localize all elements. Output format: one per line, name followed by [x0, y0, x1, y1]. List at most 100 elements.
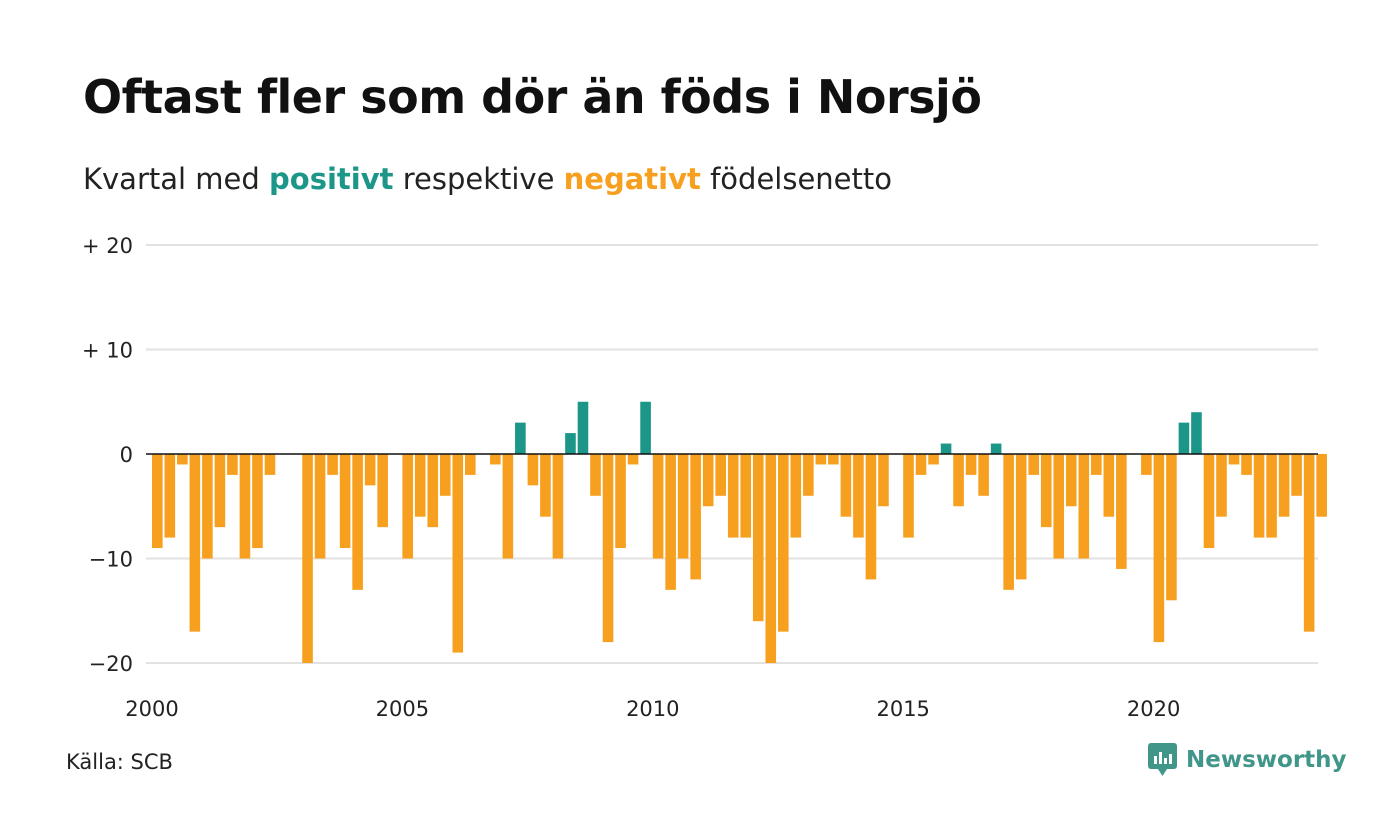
bar [965, 454, 977, 475]
bar [1241, 454, 1252, 475]
bar [740, 454, 752, 538]
bar [1015, 454, 1027, 580]
bar [452, 454, 464, 653]
bar [590, 454, 601, 496]
bar [828, 454, 839, 465]
bar [640, 401, 651, 454]
bar [790, 454, 802, 538]
chart-title: Oftast fler som dör än föds i Norsjö [83, 70, 982, 124]
bar [1266, 454, 1277, 538]
bar [214, 454, 226, 528]
bar [1166, 454, 1177, 601]
subtitle-prefix: Kvartal med [83, 162, 270, 196]
bar [1303, 454, 1315, 632]
bar [339, 454, 351, 549]
bar [352, 454, 363, 590]
bar [1078, 454, 1090, 559]
bar [152, 454, 163, 549]
bar [1040, 454, 1052, 528]
bar [1091, 454, 1102, 475]
bar [652, 454, 664, 559]
bar [540, 454, 551, 517]
bar [803, 454, 814, 496]
bar [1191, 412, 1202, 454]
bar [565, 433, 576, 454]
bar [1178, 422, 1190, 454]
bar [665, 454, 676, 590]
bar [752, 454, 764, 622]
bar [715, 454, 726, 496]
bar [465, 454, 476, 475]
bar [940, 443, 952, 454]
bar [327, 454, 338, 475]
bar [189, 454, 201, 632]
bar [402, 454, 413, 559]
bar [677, 454, 689, 559]
bar [502, 454, 514, 559]
bar [953, 454, 964, 507]
bar [865, 454, 877, 580]
bar [1116, 454, 1127, 569]
bar [1028, 454, 1039, 475]
bar [1141, 454, 1152, 475]
bar [1216, 454, 1227, 517]
bar [227, 454, 238, 475]
bar [853, 454, 864, 538]
x-tick-label: 2015 [876, 697, 929, 721]
bar [527, 454, 539, 486]
brand-name: Newsworthy [1186, 747, 1347, 773]
bar [314, 454, 326, 559]
bar [202, 454, 213, 559]
bar [840, 454, 852, 517]
bar [1291, 454, 1302, 496]
bar [602, 454, 614, 643]
y-tick-label: −20 [89, 652, 133, 676]
bar [177, 454, 188, 465]
bar [427, 454, 439, 528]
bar [928, 454, 939, 465]
bar [1316, 454, 1327, 517]
y-tick-label: 0 [120, 443, 133, 467]
x-tick-label: 2010 [626, 697, 679, 721]
bar [903, 454, 914, 538]
x-tick-label: 2020 [1127, 697, 1180, 721]
chart-subtitle: Kvartal med positivt respektive negativt… [83, 162, 892, 196]
bar [878, 454, 889, 507]
bar [1103, 454, 1115, 517]
bar [1053, 454, 1065, 559]
y-tick-label: −10 [89, 548, 133, 572]
subtitle-positive-word: positivt [269, 162, 394, 196]
bar [239, 454, 251, 559]
bar [1065, 454, 1077, 507]
bar [515, 422, 526, 454]
bar [364, 454, 376, 486]
bar [552, 454, 564, 559]
brand-logo: Newsworthy [1148, 743, 1347, 777]
y-tick-label: + 20 [82, 234, 133, 258]
bar [627, 454, 639, 465]
bar [264, 454, 276, 475]
x-tick-label: 2000 [125, 697, 178, 721]
bar [1203, 454, 1215, 549]
bar [978, 454, 989, 496]
bar [1228, 454, 1240, 465]
source-note: Källa: SCB [66, 750, 173, 774]
bar [778, 454, 789, 632]
bar [252, 454, 263, 549]
bar [577, 401, 589, 454]
bar [377, 454, 388, 528]
bar [615, 454, 626, 549]
bar [702, 454, 714, 507]
bar [765, 454, 777, 663]
bar [690, 454, 701, 580]
bar [990, 443, 1002, 454]
bar [439, 454, 451, 496]
subtitle-middle: respektive [393, 162, 564, 196]
y-tick-label: + 10 [82, 339, 133, 363]
bar [1003, 454, 1014, 590]
bar [302, 454, 313, 663]
bar [414, 454, 426, 517]
bar [164, 454, 176, 538]
bar [727, 454, 739, 538]
